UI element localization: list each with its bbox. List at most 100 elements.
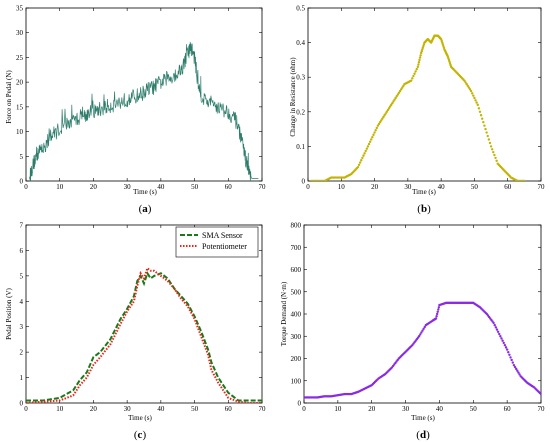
data-point (473, 96, 476, 100)
data-point (475, 101, 478, 104)
data-point (495, 328, 499, 331)
data-point (501, 339, 504, 342)
data-point (513, 365, 517, 369)
series-line (26, 266, 262, 403)
plot-frame (303, 224, 542, 404)
data-point (385, 110, 388, 114)
data-point (419, 333, 422, 336)
chart-panel-c: Pedal Position (V) Time (s) (c) 0 10 20 30 4… (5, 222, 266, 442)
series-line (29, 41, 259, 181)
x-tick-label: 30 (124, 405, 132, 413)
data-point (469, 89, 473, 93)
data-point (375, 126, 378, 130)
data-point (376, 124, 380, 127)
data-point (418, 58, 421, 62)
data-point (374, 129, 377, 132)
data-point (471, 92, 474, 95)
y-axis-label: Change in Resistance (ohm) (289, 57, 297, 137)
y-tick-label: 300 (291, 333, 302, 341)
x-tick-label: 30 (402, 405, 410, 413)
y-tick-label: 0.2 (296, 108, 305, 116)
x-tick-label: 10 (56, 405, 64, 413)
data-point (485, 131, 488, 134)
data-point (421, 329, 424, 332)
y-tick-label: 4 (20, 298, 24, 306)
data-point (480, 117, 484, 120)
x-tick-label: 70 (538, 183, 546, 191)
legend-label: SMA Sensor (202, 231, 243, 240)
data-point (419, 54, 422, 57)
x-tick-label: 70 (259, 183, 267, 191)
data-point (494, 156, 497, 160)
data-point (377, 122, 381, 126)
x-tick-label: 20 (368, 405, 376, 413)
data-point (494, 326, 498, 329)
data-point (388, 105, 392, 108)
y-tick-label: 6 (20, 247, 24, 255)
data-point (411, 77, 414, 80)
data-point (415, 67, 418, 71)
data-point (393, 98, 396, 101)
data-point (363, 152, 366, 155)
data-point (478, 110, 482, 114)
x-tick-label: 60 (225, 183, 233, 191)
data-point (417, 61, 421, 64)
data-point (487, 138, 491, 141)
series-0 (26, 271, 262, 402)
data-point (483, 124, 486, 127)
data-point (486, 134, 489, 138)
data-point (398, 89, 402, 93)
data-point (437, 306, 441, 309)
data-point (390, 103, 393, 107)
data-point (468, 88, 472, 91)
y-tick-label: 5 (20, 153, 24, 161)
data-point (358, 161, 362, 164)
y-tick-label: 500 (291, 288, 302, 296)
data-point (509, 356, 512, 359)
data-point (435, 312, 439, 316)
x-tick-label: 40 (436, 405, 444, 413)
data-point (384, 112, 387, 115)
panel-caption: (d) (416, 429, 430, 441)
data-point (378, 120, 382, 124)
data-point (477, 107, 481, 110)
svg-text:(d): (d) (416, 429, 430, 441)
data-point (493, 323, 496, 327)
data-point (396, 93, 400, 96)
y-tick-label: 0.4 (296, 39, 305, 47)
svg-text:(b): (b) (417, 203, 431, 215)
data-point (361, 156, 364, 160)
data-point (499, 335, 502, 338)
y-tick-label: 0.1 (296, 143, 305, 151)
data-point (466, 84, 469, 88)
data-point (357, 163, 361, 167)
x-tick-label: 70 (538, 405, 546, 413)
x-tick-label: 70 (259, 405, 267, 413)
data-point (464, 81, 467, 84)
x-tick-label: 40 (438, 183, 446, 191)
x-tick-label: 20 (371, 183, 379, 191)
data-point (392, 100, 395, 103)
data-point (391, 101, 394, 105)
x-tick-label: 20 (90, 405, 98, 413)
y-tick-label: 0.3 (296, 74, 305, 82)
data-point (523, 179, 526, 181)
data-point (402, 84, 405, 88)
x-axis-label: Time (s) (412, 188, 436, 196)
y-tick-label: 800 (291, 222, 302, 230)
x-tick-label: 20 (90, 183, 98, 191)
data-point (418, 56, 422, 59)
x-tick-label: 50 (191, 183, 199, 191)
data-point (368, 140, 372, 143)
data-point (476, 103, 479, 107)
data-point (489, 145, 493, 148)
data-point (381, 117, 384, 120)
series-0 (29, 41, 259, 181)
x-tick-label: 50 (471, 183, 479, 191)
panel-caption: (a) (139, 203, 152, 215)
data-point (360, 159, 363, 162)
data-point (364, 149, 367, 153)
y-tick-label: 5 (20, 272, 24, 280)
data-point (518, 373, 521, 376)
